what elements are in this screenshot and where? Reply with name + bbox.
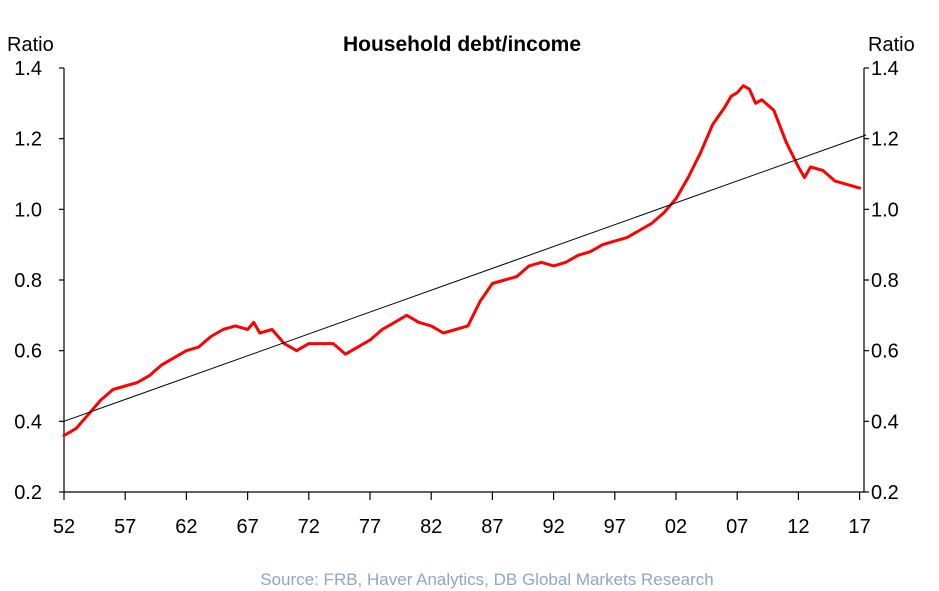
y-tick-label-right: 0.2	[871, 482, 899, 504]
x-tick-label: 92	[542, 516, 564, 538]
chart-marks: 0.2 0.2 0.4 0.4 0.6 0.6 0.8 0.8 1.0 1.0 1.2 1.2 1.4 1…	[14, 58, 899, 538]
trend-line	[63, 134, 867, 422]
y-tick-label-right: 1.0	[871, 199, 899, 221]
x-tick-label: 07	[726, 516, 748, 538]
x-tick-label: 67	[236, 516, 258, 538]
x-tick-label: 02	[665, 516, 687, 538]
chart-title: Household debt/income	[343, 33, 581, 56]
x-tick-label: 97	[604, 516, 626, 538]
x-tick-label: 57	[114, 516, 136, 538]
x-tick-label: 72	[298, 516, 320, 538]
left-axis-unit-label: Ratio	[7, 34, 54, 56]
x-tick-label: 62	[175, 516, 197, 538]
y-tick-label-left: 0.4	[14, 411, 42, 433]
y-tick-label-left: 1.4	[14, 58, 42, 80]
y-tick-label-right: 1.4	[871, 58, 899, 80]
y-tick-label-right: 0.8	[871, 270, 899, 292]
y-tick-label-left: 1.0	[14, 199, 42, 221]
x-tick-label: 17	[848, 516, 870, 538]
y-tick-label-right: 0.6	[871, 341, 899, 363]
x-tick-label: 77	[359, 516, 381, 538]
y-tick-label-left: 0.8	[14, 270, 42, 292]
x-tick-label: 12	[787, 516, 809, 538]
source-note: Source: FRB, Haver Analytics, DB Global …	[260, 570, 714, 589]
right-axis-unit-label: Ratio	[868, 34, 915, 56]
y-tick-label-left: 1.2	[14, 129, 42, 151]
y-tick-label-right: 1.2	[871, 129, 899, 151]
debt-income-series-line	[62, 84, 862, 437]
y-tick-label-left: 0.2	[14, 482, 42, 504]
y-tick-label-left: 0.6	[14, 341, 42, 363]
x-tick-label: 87	[481, 516, 503, 538]
x-tick-label: 52	[53, 516, 75, 538]
y-tick-label-right: 0.4	[871, 411, 899, 433]
x-tick-label: 82	[420, 516, 442, 538]
